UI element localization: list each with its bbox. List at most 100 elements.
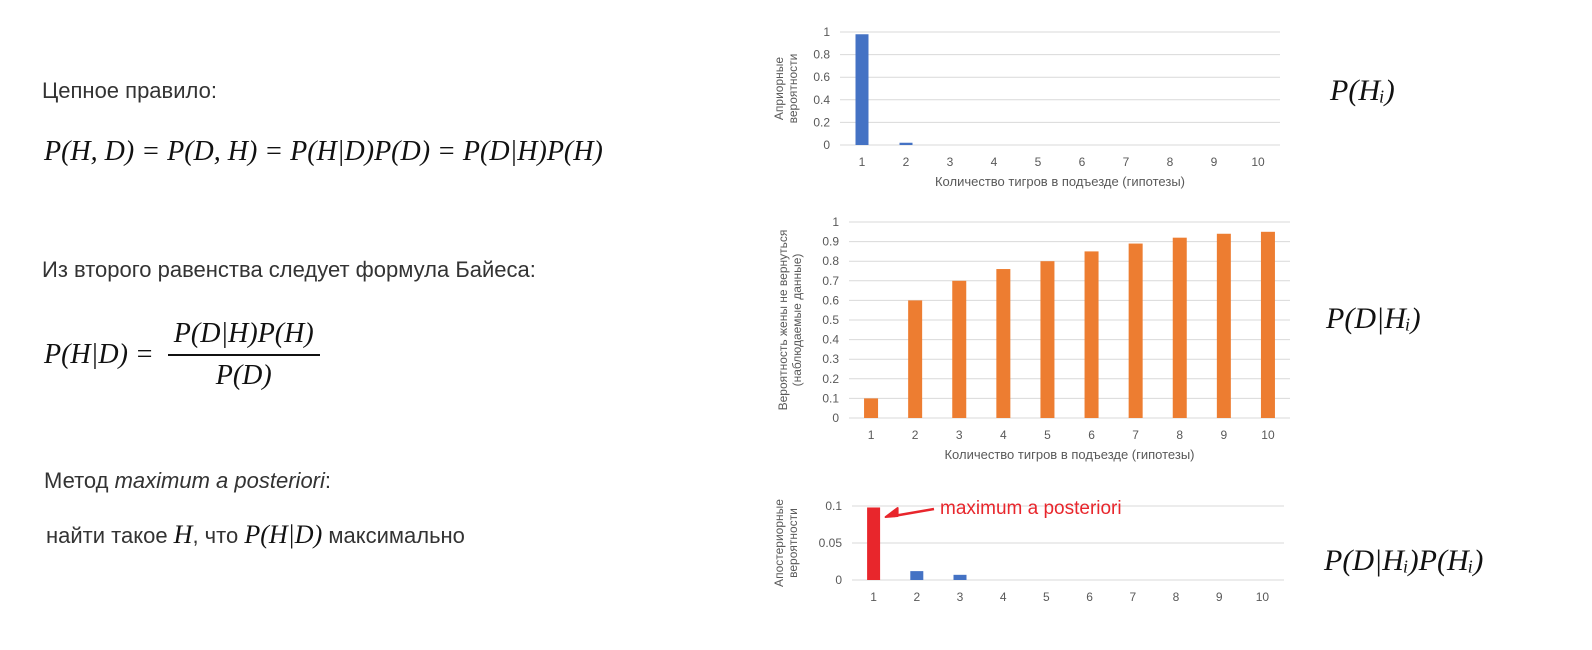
posterior-chart-xtick-label: 1 — [870, 590, 877, 604]
likelihood-chart-bar — [1084, 251, 1099, 418]
map-heading-suffix: : — [324, 468, 332, 493]
posterior-chart-ytick-label: 0 — [835, 573, 842, 587]
likelihood-chart-bar — [952, 280, 967, 418]
prior-chart-xtick-label: 8 — [1167, 155, 1174, 169]
posterior-chart-ytick-label: 0.05 — [819, 536, 843, 550]
prior-label: P(Hᵢ) — [1330, 74, 1395, 107]
likelihood-chart-xtick-label: 1 — [868, 428, 875, 442]
prior-chart-xtick-label: 2 — [903, 155, 910, 169]
likelihood-chart-xtick-label: 7 — [1132, 428, 1139, 442]
prior-chart-x-axis-title: Количество тигров в подъезде (гипотезы) — [935, 174, 1185, 189]
posterior-chart-y-axis-title: Апостериорные вероятности — [772, 499, 800, 587]
posterior-chart-xtick-label: 9 — [1216, 590, 1223, 604]
likelihood-chart-y-axis-title: Вероятность жены не вернуться (наблюдаемы… — [776, 230, 804, 411]
prior-chart-y-axis-title-line: Априорные — [772, 57, 786, 120]
posterior-chart-xtick-label: 7 — [1129, 590, 1136, 604]
prior-chart-xtick-label: 7 — [1123, 155, 1130, 169]
prior-chart-y-axis-title-line: вероятности — [786, 54, 800, 124]
posterior-chart-xtick-label: 4 — [1000, 590, 1007, 604]
likelihood-chart-xtick-label: 5 — [1044, 428, 1051, 442]
map-heading-prefix: Метод — [44, 468, 115, 493]
prior-chart-xtick-label: 10 — [1251, 155, 1265, 169]
map-line-mid: , что — [192, 523, 245, 548]
likelihood-chart-bar — [1172, 237, 1187, 418]
likelihood-chart-xtick-label: 9 — [1221, 428, 1228, 442]
bayes-numerator: P(D|H)P(H) — [167, 318, 320, 356]
prior-chart-xtick-label: 3 — [947, 155, 954, 169]
bayes-fraction: P(D|H)P(H) P(D) — [167, 318, 320, 392]
likelihood-chart-x-axis-title: Количество тигров в подъезде (гипотезы) — [944, 447, 1194, 462]
likelihood-chart-ytick-label: 0.3 — [822, 352, 839, 366]
posterior-label: P(D|Hᵢ)P(Hᵢ) — [1324, 544, 1484, 577]
map-line-var: H — [173, 520, 193, 549]
posterior-chart-annotation: maximum a posteriori — [940, 498, 1122, 519]
likelihood-chart-ytick-label: 0.9 — [822, 235, 839, 249]
map-line-suffix: максимально — [322, 523, 465, 548]
prior-chart-y-axis-title: Априорные вероятности — [772, 54, 800, 124]
likelihood-chart-ytick-label: 0.2 — [822, 372, 839, 386]
posterior-chart-y-axis-title-line: вероятности — [786, 508, 800, 578]
likelihood-chart-ytick-label: 1 — [832, 215, 839, 229]
prior-chart-ytick-label: 0.2 — [813, 115, 830, 129]
likelihood-chart-ytick-label: 0.1 — [822, 391, 839, 405]
map-line-prefix: найти такое — [46, 523, 174, 548]
chain-rule-formula: P(H, D) = P(D, H) = P(H|D)P(D) = P(D|H)P… — [44, 136, 603, 167]
posterior-chart-annotation-arrow — [893, 507, 935, 518]
posterior-chart-bar-highlight — [867, 507, 881, 580]
likelihood-chart-ytick-label: 0.4 — [822, 333, 839, 347]
prior-chart-xtick-label: 9 — [1211, 155, 1218, 169]
prior-chart-xtick-label: 5 — [1035, 155, 1042, 169]
likelihood-chart-xtick-label: 10 — [1261, 428, 1275, 442]
likelihood-chart-ytick-label: 0.5 — [822, 313, 839, 327]
map-line-expr: P(H|D) — [244, 520, 323, 549]
posterior-chart-xtick-label: 2 — [913, 590, 920, 604]
posterior-chart-ytick-label: 0.1 — [825, 499, 842, 513]
bayes-heading: Из второго равенства следует формула Бай… — [42, 257, 536, 282]
posterior-chart-xtick-label: 5 — [1043, 590, 1050, 604]
chain-rule-heading: Цепное правило: — [42, 78, 217, 103]
map-heading-emphasis: maximum a posteriori — [114, 468, 325, 493]
likelihood-chart-bar — [1216, 233, 1231, 418]
prior-chart-ytick-label: 0 — [823, 138, 830, 152]
bayes-formula: P(H|D) = P(D|H)P(H) P(D) — [44, 318, 320, 392]
likelihood-chart-xtick-label: 4 — [1000, 428, 1007, 442]
likelihood-chart-xtick-label: 3 — [956, 428, 963, 442]
prior-chart-xtick-label: 4 — [991, 155, 998, 169]
posterior-chart: 0 0.05 0.1 1 2 3 4 5 6 7 8 9 10 Апостериорные вероятно… — [772, 498, 1284, 604]
prior-chart: 0 0.2 0.4 0.6 0.8 1 1 2 3 4 5 6 7 8 9 10 Количество тигр… — [772, 25, 1280, 189]
likelihood-chart-bar — [908, 300, 923, 418]
prior-chart-xtick-label: 1 — [859, 155, 866, 169]
likelihood-chart-bar — [864, 398, 879, 418]
likelihood-chart-ytick-label: 0.8 — [822, 254, 839, 268]
posterior-chart-y-axis-title-line: Апостериорные — [772, 499, 786, 587]
posterior-chart-bar — [910, 571, 924, 580]
likelihood-chart-ytick-label: 0 — [832, 411, 839, 425]
likelihood-label: P(D|Hᵢ) — [1326, 302, 1421, 335]
posterior-chart-xtick-label: 6 — [1086, 590, 1093, 604]
map-heading: Метод maximum a posteriori: — [44, 468, 331, 494]
prior-chart-bar — [855, 34, 869, 145]
likelihood-chart-bar — [1260, 231, 1275, 418]
prior-chart-bar — [899, 142, 913, 145]
posterior-chart-xtick-label: 3 — [957, 590, 964, 604]
posterior-chart-xtick-label: 8 — [1173, 590, 1180, 604]
bayes-lhs: P(H|D) = — [44, 339, 154, 370]
likelihood-chart-xtick-label: 8 — [1176, 428, 1183, 442]
bayes-denominator: P(D) — [215, 360, 272, 391]
prior-chart-ytick-label: 0.4 — [813, 93, 830, 107]
prior-chart-ytick-label: 0.8 — [813, 48, 830, 62]
map-line: найти такое H, что P(H|D) максимально — [46, 520, 465, 550]
likelihood-chart: 0 0.1 0.2 0.3 0.4 0.5 0.6 0.7 0.8 0.9 1 1 2 3 4 5 6 7 8 9 10… — [776, 215, 1290, 462]
prior-chart-xtick-label: 6 — [1079, 155, 1086, 169]
posterior-chart-xtick-label: 10 — [1256, 590, 1270, 604]
likelihood-chart-ytick-label: 0.7 — [822, 274, 839, 288]
likelihood-chart-xtick-label: 6 — [1088, 428, 1095, 442]
likelihood-chart-xtick-label: 2 — [912, 428, 919, 442]
posterior-chart-annotation-arrowhead — [884, 507, 899, 518]
likelihood-chart-y-axis-title-line: (наблюдаемые данные) — [790, 254, 804, 387]
posterior-chart-bar — [953, 574, 967, 580]
likelihood-chart-bar — [996, 269, 1011, 418]
prior-chart-ytick-label: 0.6 — [813, 70, 830, 84]
likelihood-chart-y-axis-title-line: Вероятность жены не вернуться — [776, 230, 790, 411]
likelihood-chart-ytick-label: 0.6 — [822, 293, 839, 307]
